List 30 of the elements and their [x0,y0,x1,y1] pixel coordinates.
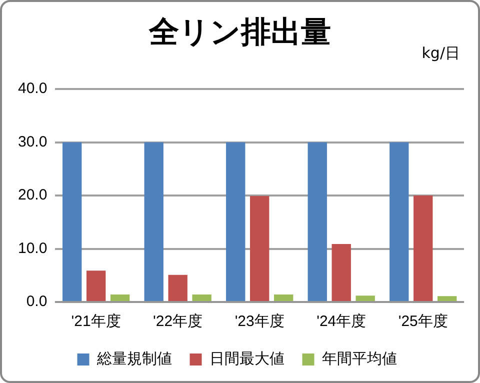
bar [390,142,409,301]
bar [110,294,130,301]
x-tick-label: '24年度 [316,313,366,330]
bar [168,274,188,301]
text: kg/日 [422,44,460,63]
y-tick-label: 0.0 [26,293,48,310]
x-tick-label: '25年度 [398,313,448,330]
legend-label: 日間最大値 [209,350,284,368]
y-tick-label: 20.0 [18,186,48,204]
legend-label: 総量規制値 [96,350,172,368]
x-tick-label: '21年度 [71,313,121,330]
bar [414,196,433,301]
bar [308,142,327,301]
bar [144,142,164,301]
chart-title: 全リン排出量 [149,15,331,50]
y-tick-label: 10.0 [18,240,48,257]
bar [274,294,294,301]
bar [192,294,212,301]
y-tick-label: 30.0 [18,133,48,150]
bar [62,142,82,301]
y-tick-label: 40.0 [18,80,48,98]
bar [250,196,270,301]
legend-label: 年間平均値 [322,350,397,368]
bar [226,142,246,301]
bar [332,244,351,301]
bar [356,296,375,301]
bar [438,296,457,301]
bar [86,270,106,301]
x-tick-label: '23年度 [234,313,284,330]
x-tick-label: '22年度 [153,313,203,330]
